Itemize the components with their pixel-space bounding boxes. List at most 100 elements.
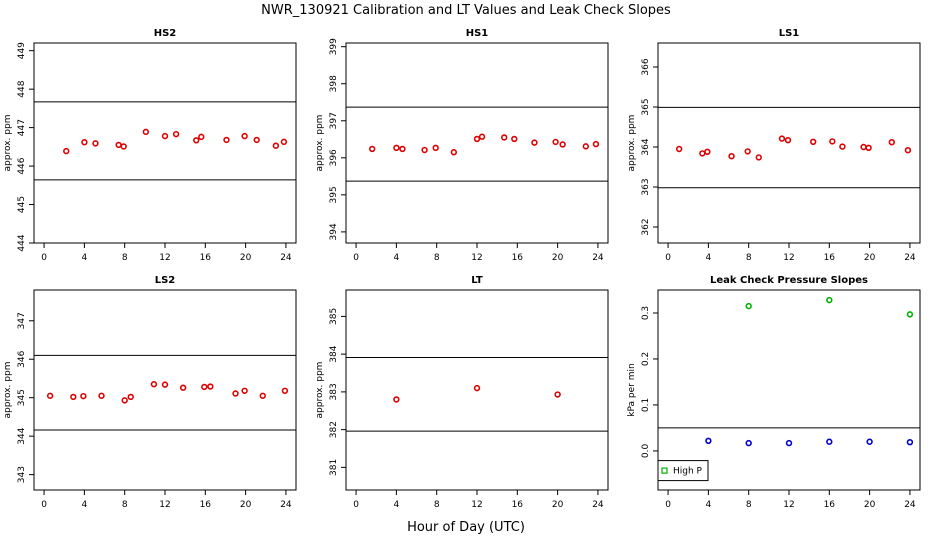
- data-point: [473, 135, 481, 143]
- data-point: [369, 145, 376, 153]
- x-tick-label: 12: [159, 253, 170, 263]
- data-point: [150, 381, 158, 388]
- x-tick-label: 12: [783, 253, 794, 263]
- data-point: [904, 147, 912, 154]
- y-tick-label: 399: [329, 38, 339, 55]
- y-tick-label: 394: [329, 223, 339, 240]
- x-tick-label: 8: [746, 500, 752, 510]
- data-point: [745, 302, 752, 310]
- y-tick-label: 398: [329, 75, 339, 92]
- y-tick-label: 363: [641, 178, 651, 195]
- x-tick-label: 20: [552, 500, 564, 510]
- x-tick-label: 20: [864, 500, 876, 510]
- y-tick-label: 385: [329, 308, 339, 325]
- data-point: [559, 141, 566, 148]
- data-point: [172, 130, 180, 138]
- data-point: [281, 387, 289, 394]
- x-tick-label: 20: [240, 500, 252, 510]
- y-tick-label: 0.1: [641, 398, 651, 412]
- x-tick-label: 24: [592, 253, 604, 263]
- data-point: [198, 133, 205, 141]
- data-point: [554, 391, 561, 398]
- panel-lt: LT approx. ppm 0 4 8 12 16 20 24 381 382 383 384 385: [315, 275, 609, 510]
- x-tick-label: 16: [512, 500, 524, 510]
- data-point: [272, 142, 280, 149]
- data-point: [280, 138, 288, 146]
- x-tick-label: 8: [434, 500, 440, 510]
- plot-frame: [33, 289, 297, 491]
- data-point: [888, 139, 895, 146]
- data-point: [552, 138, 559, 146]
- data-point: [866, 438, 873, 445]
- data-point: [223, 136, 230, 144]
- x-tick-label: 24: [280, 253, 292, 263]
- data-point: [582, 143, 590, 150]
- data-point: [207, 383, 214, 390]
- data-point: [393, 396, 400, 403]
- y-tick-label: 445: [17, 196, 27, 213]
- x-tick-label: 12: [159, 500, 170, 510]
- data-point: [906, 311, 914, 318]
- figure-xlabel: Hour of Day (UTC): [407, 520, 525, 535]
- x-tick-label: 16: [200, 253, 212, 263]
- data-point: [120, 143, 127, 150]
- y-tick-label: 396: [329, 149, 339, 166]
- data-point: [161, 381, 169, 388]
- panel-ls2: LS2 approx. ppm 0 4 8 12 16 20 24 343 344 345 346 347: [3, 275, 297, 510]
- y-tick-label: 362: [641, 218, 651, 235]
- x-tick-label: 20: [240, 253, 252, 263]
- data-point: [193, 137, 200, 144]
- data-point: [784, 137, 792, 144]
- legend: High P: [657, 460, 709, 482]
- panel-title: Leak Check Pressure Slopes: [710, 275, 868, 286]
- x-tick-label: 24: [592, 500, 604, 510]
- y-tick-label: 444: [17, 234, 27, 251]
- panel-title: HS2: [154, 28, 177, 39]
- panel-hs1: HS1 approx. ppm 0 4 8 12 16 20 24 394 395 396 397 398…: [315, 28, 609, 263]
- data-point: [745, 439, 752, 447]
- legend-box: [657, 460, 709, 482]
- x-tick-label: 8: [434, 253, 440, 263]
- y-tick-label: 347: [17, 312, 27, 329]
- data-point: [161, 132, 169, 140]
- data-point: [421, 146, 428, 154]
- data-point: [705, 437, 712, 445]
- x-tick-label: 12: [783, 500, 794, 510]
- x-tick-label: 16: [200, 500, 212, 510]
- data-point: [865, 144, 872, 152]
- plot-frame: [657, 289, 921, 491]
- x-tick-label: 20: [864, 253, 876, 263]
- plot-frame: [345, 42, 609, 244]
- data-point: [98, 392, 105, 399]
- x-tick-label: 4: [394, 500, 400, 510]
- data-point: [127, 393, 134, 401]
- data-point: [179, 384, 187, 391]
- data-point: [704, 148, 711, 156]
- data-point: [241, 132, 248, 140]
- x-tick-label: 8: [746, 253, 752, 263]
- data-point: [675, 145, 683, 153]
- panel-hs2: HS2 approx. ppm 0 4 8 12 16 20 24 444 445 446 447 448…: [3, 28, 297, 263]
- data-point: [778, 135, 786, 142]
- y-axis-label: approx. ppm: [627, 115, 637, 172]
- legend-marker: [661, 467, 668, 474]
- x-tick-label: 4: [706, 253, 712, 263]
- y-tick-label: 0.0: [641, 443, 651, 458]
- x-tick-label: 24: [904, 253, 916, 263]
- x-tick-label: 0: [665, 253, 671, 263]
- data-point: [142, 128, 150, 136]
- data-point: [501, 134, 508, 141]
- data-point: [259, 392, 266, 399]
- y-axis-label: approx. ppm: [315, 115, 325, 172]
- data-point: [728, 153, 735, 160]
- data-point: [241, 387, 248, 394]
- y-axis-label: approx. ppm: [3, 362, 13, 419]
- data-point: [839, 143, 846, 150]
- data-point: [826, 296, 833, 304]
- data-point: [450, 149, 458, 156]
- x-tick-label: 16: [512, 253, 524, 263]
- x-tick-label: 4: [394, 253, 400, 263]
- x-tick-label: 16: [824, 500, 836, 510]
- data-point: [121, 397, 128, 404]
- x-tick-label: 24: [904, 500, 916, 510]
